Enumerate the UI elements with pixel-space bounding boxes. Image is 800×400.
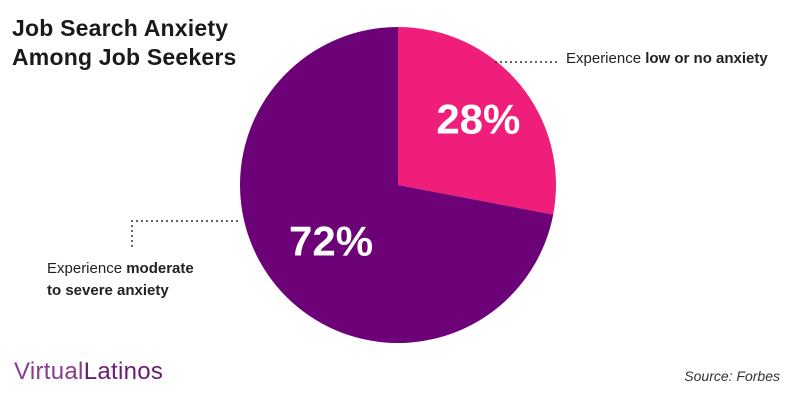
callout-moderate-prefix: Experience [47,260,127,277]
source-note: Source: Forbes [684,368,780,384]
logo-part1: Virtual [14,358,84,385]
callout-moderate-anxiety: Experience moderate to severe anxiety [47,258,194,302]
chart-title-line2: Among Job Seekers [12,44,237,70]
callout-moderate-bold: moderate [126,260,194,277]
chart-title: Job Search Anxiety Among Job Seekers [12,14,237,72]
pie-label-72pct: 72% [289,217,373,264]
callout-low-prefix: Experience [566,50,646,67]
pie-label-28pct: 28% [436,96,520,143]
callout-low-bold: low or no anxiety [645,50,768,67]
pie-slice-28pct [398,27,557,215]
logo-part2: Latinos [83,358,164,385]
leader-line-moderate [131,220,238,248]
pie-slice-72pct [240,27,554,343]
callout-low-anxiety: Experience low or no anxiety [566,48,768,70]
chart-title-line1: Job Search Anxiety [12,15,229,41]
callout-moderate-line2: to severe anxiety [47,282,169,299]
virtuallatinos-logo: VirtualLatinos [14,358,163,386]
